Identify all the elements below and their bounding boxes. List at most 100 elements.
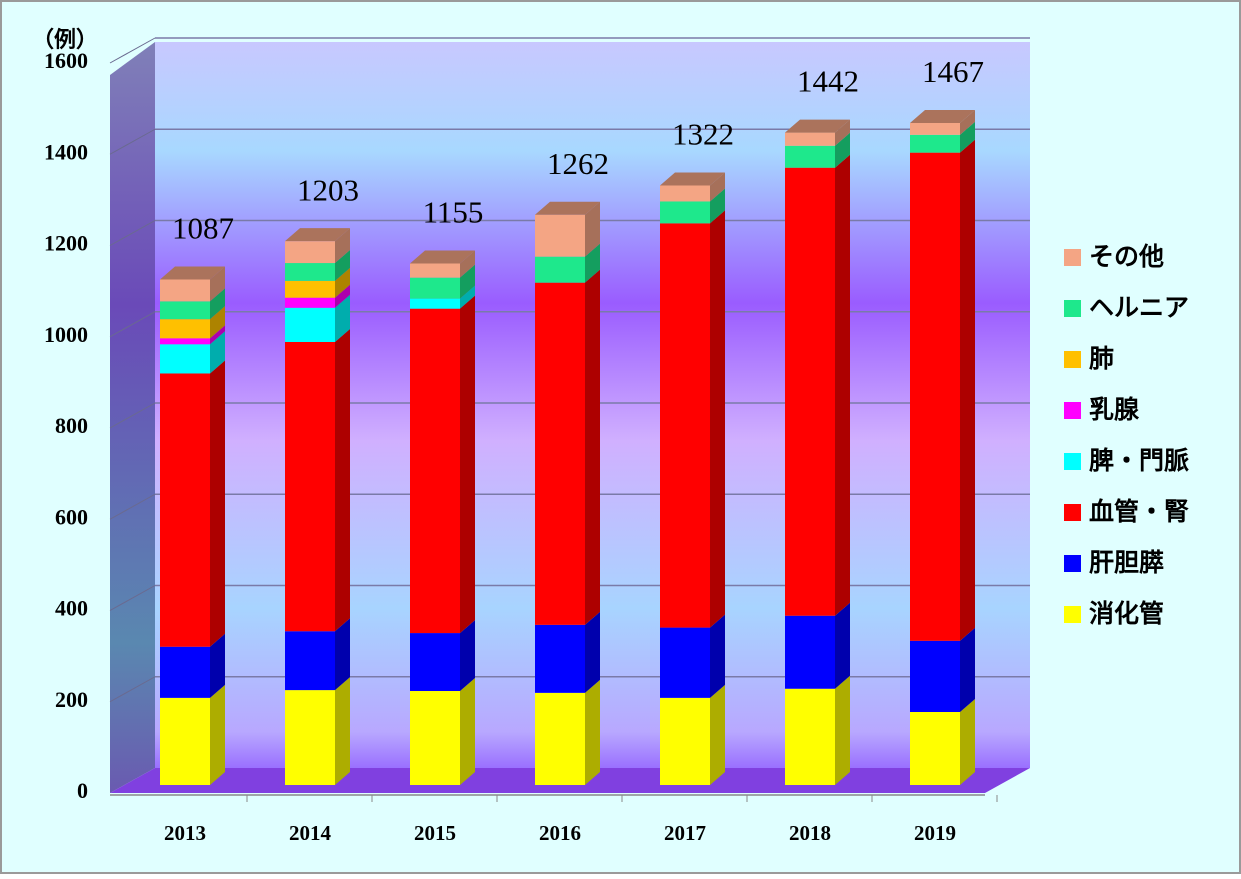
bar: [785, 145, 835, 168]
bar-top: [160, 266, 225, 280]
total-label: 1203: [297, 172, 359, 207]
bar-side: [210, 325, 225, 345]
bar-side: [710, 614, 725, 698]
total-label: 1155: [423, 195, 484, 230]
side-wall: [110, 42, 155, 793]
bar-side: [835, 602, 850, 689]
y-tick-label: 0: [77, 778, 88, 803]
bar-side: [460, 250, 475, 278]
bar: [160, 697, 210, 785]
bar-top: [785, 119, 850, 133]
x-tick-label: 2018: [789, 821, 831, 845]
bar-side: [460, 620, 475, 692]
bar: [910, 152, 960, 641]
grid-side: [109, 493, 156, 520]
total-label: 1087: [172, 211, 234, 246]
bar-side: [335, 284, 350, 308]
legend-swatch: [1064, 402, 1081, 419]
x-tick-label: 2016: [539, 821, 581, 845]
bar: [410, 298, 460, 309]
legend-label: 消化管: [1089, 599, 1164, 628]
bar-top: [285, 228, 350, 242]
legend-label: その他: [1089, 242, 1164, 271]
bar: [285, 280, 335, 298]
legend-label: 血管・腎: [1089, 497, 1189, 526]
y-tick-label: 1200: [44, 231, 88, 256]
y-tick-label: 800: [55, 413, 88, 438]
bar: [285, 263, 335, 281]
bar: [535, 282, 585, 625]
bar-side: [460, 295, 475, 634]
bar: [410, 633, 460, 692]
bar: [160, 373, 210, 647]
bar-side: [960, 121, 975, 153]
bar-side: [960, 109, 975, 135]
bar: [160, 344, 210, 374]
bar-side: [210, 360, 225, 647]
bar-side: [335, 677, 350, 785]
bar: [535, 624, 585, 693]
legend-swatch: [1064, 351, 1081, 368]
grid-side: [109, 37, 156, 64]
bar-side: [585, 269, 600, 625]
bar-side: [335, 294, 350, 342]
bar-side: [210, 306, 225, 339]
x-tick-label: 2017: [664, 821, 706, 845]
legend-label: 肝胆膵: [1089, 548, 1164, 577]
bar: [285, 631, 335, 691]
grid-side: [109, 676, 156, 703]
total-label: 1467: [922, 54, 984, 89]
bar-side: [960, 139, 975, 641]
y-tick-label: 1400: [44, 139, 88, 164]
bar: [535, 692, 585, 785]
bar: [785, 167, 835, 616]
x-tick-label: 2013: [164, 821, 206, 845]
bar-top: [660, 172, 725, 186]
x-tick-label: 2014: [289, 821, 332, 845]
bar-side: [835, 132, 850, 168]
bar-side: [335, 228, 350, 264]
legend-swatch: [1064, 555, 1081, 572]
bar-side: [460, 264, 475, 299]
legend-label: 肺: [1089, 344, 1114, 373]
unit-label: （例）: [32, 27, 98, 52]
bar-side: [585, 243, 600, 283]
bar: [410, 308, 460, 634]
bar: [160, 301, 210, 320]
bar: [785, 615, 835, 689]
bar: [910, 134, 960, 153]
bar: [285, 341, 335, 632]
legend-label: ヘルニア: [1089, 293, 1189, 322]
bar-top: [910, 109, 975, 123]
total-label: 1322: [672, 117, 734, 152]
bar: [285, 307, 335, 342]
legend-swatch: [1064, 453, 1081, 470]
bar-side: [460, 678, 475, 785]
x-tick-label: 2019: [914, 821, 956, 845]
bar-side: [710, 210, 725, 628]
total-label: 1262: [547, 146, 609, 181]
bar: [660, 627, 710, 698]
bar-side: [335, 267, 350, 298]
bar: [785, 132, 835, 146]
x-tick-label: 2015: [414, 821, 456, 845]
legend-label: 脾・門脈: [1089, 446, 1189, 475]
bar-side: [460, 285, 475, 309]
bar: [285, 241, 335, 264]
bar-side: [210, 633, 225, 698]
bar-top: [535, 201, 600, 215]
bar: [910, 122, 960, 135]
grid-side: [109, 128, 156, 155]
bar-side: [210, 331, 225, 374]
bar-side: [710, 172, 725, 202]
y-tick-label: 600: [55, 504, 88, 529]
grid-side: [109, 402, 156, 429]
bar: [660, 201, 710, 224]
bar: [660, 185, 710, 202]
bar: [535, 256, 585, 283]
bar: [285, 690, 335, 785]
total-label: 1442: [797, 64, 859, 99]
y-tick-label: 1000: [44, 322, 88, 347]
bar: [660, 697, 710, 785]
